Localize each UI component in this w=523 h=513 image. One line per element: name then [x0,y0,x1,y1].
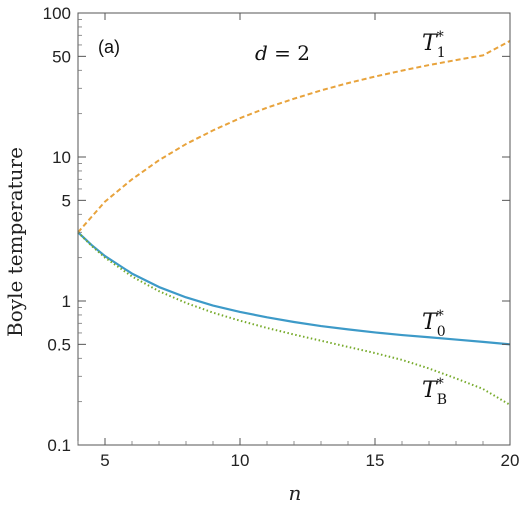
plot-frame [77,12,511,446]
x-tick-label: 5 [100,451,109,470]
x-axis-title: n [289,481,302,505]
series-label-1: T* 1 [422,29,446,61]
y-tick-label: 0.1 [47,436,71,455]
x-tick-label: 15 [366,451,385,470]
series-line-0 [77,231,511,346]
annotation-d-equals-2: d = 2 [255,41,310,65]
series-labels: T* 1 T* 0 T* B [422,29,447,408]
series-label-b: T* B [422,376,447,408]
y-tick-label: 1 [62,292,71,311]
y-tick-label: 5 [62,191,71,210]
series-line-1 [77,40,511,233]
x-tick-label: 20 [501,451,520,470]
y-tick-label: 10 [52,148,71,167]
y-tick-label: 0.5 [47,335,71,354]
series-layer [77,40,511,406]
y-axis-title: Boyle temperature [3,147,27,337]
y-tick-label: 100 [43,4,71,23]
y-tick-label: 50 [52,47,71,66]
annotation-rest: = 2 [268,41,310,65]
series-label-0: T* 0 [422,308,446,340]
series-line-b [77,231,511,406]
annotation-var: d [255,41,268,65]
panel-label: (a) [98,37,120,57]
x-tick-label: 10 [231,451,250,470]
